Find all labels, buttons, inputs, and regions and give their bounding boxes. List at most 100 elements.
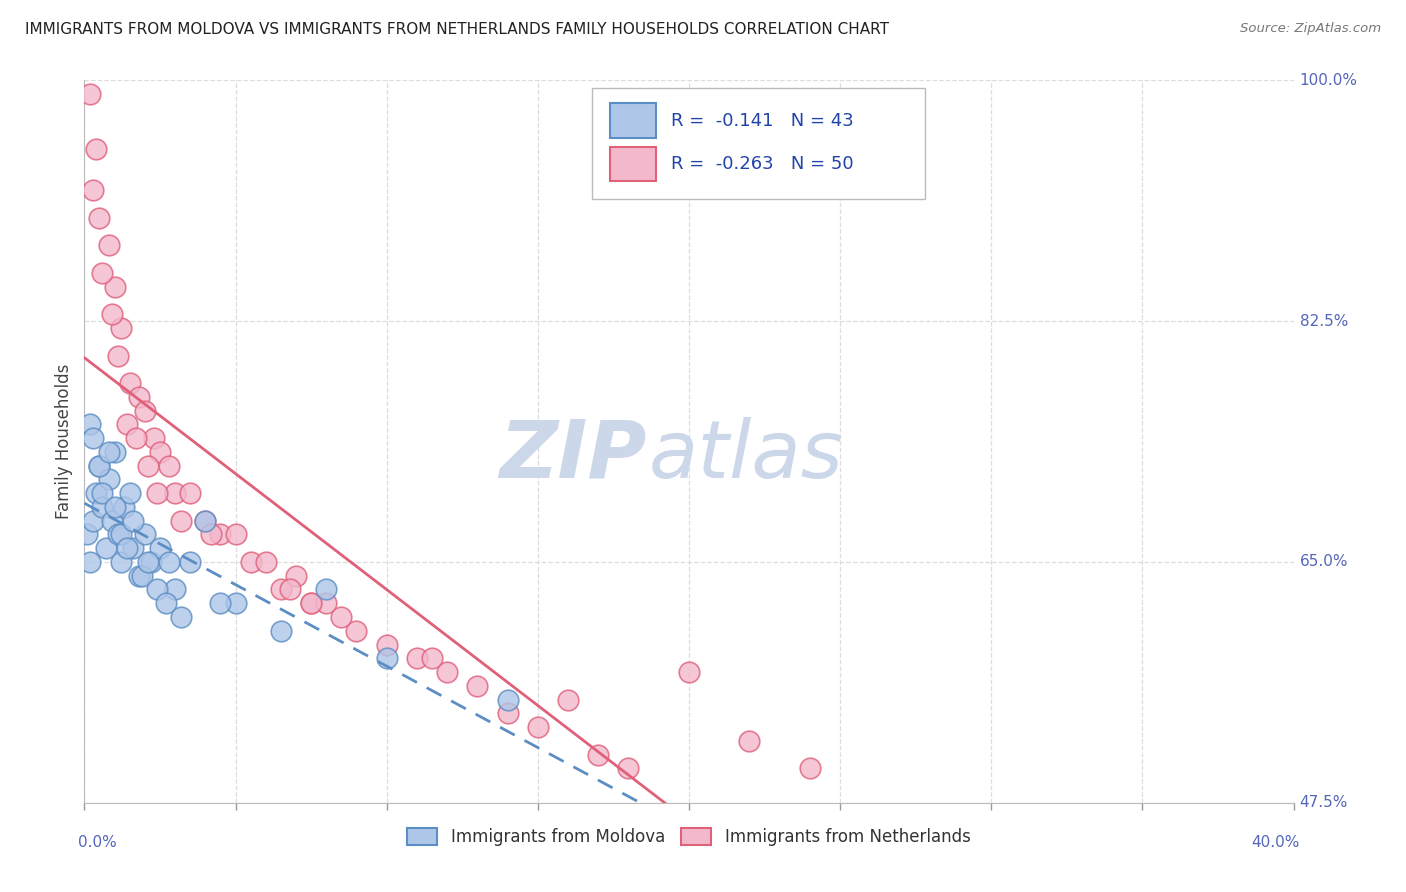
- Point: [330, 610, 353, 624]
- Point: [799, 761, 821, 775]
- Point: [97, 472, 120, 486]
- Point: [79, 555, 101, 569]
- Point: [86, 486, 108, 500]
- Point: [91, 266, 114, 280]
- Point: [86, 142, 108, 156]
- Point: [121, 514, 143, 528]
- Point: [142, 431, 165, 445]
- Point: [165, 582, 187, 597]
- Point: [155, 596, 177, 610]
- Point: [89, 211, 111, 225]
- Point: [179, 555, 201, 569]
- Point: [134, 527, 156, 541]
- Point: [136, 555, 159, 569]
- Legend: Immigrants from Moldova, Immigrants from Netherlands: Immigrants from Moldova, Immigrants from…: [408, 829, 970, 847]
- Point: [104, 445, 127, 459]
- Point: [420, 651, 443, 665]
- Point: [149, 541, 172, 556]
- Point: [136, 458, 159, 473]
- Point: [278, 582, 301, 597]
- Point: [121, 541, 143, 556]
- Point: [617, 761, 640, 775]
- Point: [115, 541, 138, 556]
- Text: 40.0%: 40.0%: [1251, 835, 1299, 850]
- Point: [128, 390, 150, 404]
- Text: 0.0%: 0.0%: [79, 835, 117, 850]
- Point: [527, 720, 550, 734]
- Point: [209, 527, 232, 541]
- Point: [209, 596, 232, 610]
- Y-axis label: Family Households: Family Households: [55, 364, 73, 519]
- Point: [131, 568, 153, 582]
- Text: IMMIGRANTS FROM MOLDOVA VS IMMIGRANTS FROM NETHERLANDS FAMILY HOUSEHOLDS CORRELA: IMMIGRANTS FROM MOLDOVA VS IMMIGRANTS FR…: [25, 22, 890, 37]
- Point: [125, 431, 148, 445]
- Point: [97, 238, 120, 252]
- Point: [496, 706, 519, 721]
- Point: [254, 555, 277, 569]
- Point: [91, 486, 114, 500]
- Point: [107, 349, 129, 363]
- FancyBboxPatch shape: [610, 147, 657, 181]
- Point: [76, 527, 98, 541]
- Text: R =  -0.263   N = 50: R = -0.263 N = 50: [671, 155, 853, 173]
- Point: [239, 555, 262, 569]
- Point: [118, 376, 141, 390]
- Point: [97, 445, 120, 459]
- Point: [225, 596, 247, 610]
- Point: [118, 486, 141, 500]
- Point: [436, 665, 458, 679]
- Point: [79, 417, 101, 432]
- Point: [157, 555, 180, 569]
- Point: [285, 568, 308, 582]
- Point: [346, 624, 368, 638]
- Point: [128, 568, 150, 582]
- Point: [406, 651, 429, 665]
- Point: [375, 651, 398, 665]
- Point: [315, 582, 337, 597]
- Point: [467, 679, 489, 693]
- Point: [110, 555, 132, 569]
- Point: [146, 486, 169, 500]
- Point: [112, 500, 135, 514]
- Point: [678, 665, 700, 679]
- Point: [270, 624, 292, 638]
- Point: [104, 279, 127, 293]
- Point: [165, 486, 187, 500]
- FancyBboxPatch shape: [610, 103, 657, 138]
- Point: [299, 596, 322, 610]
- Point: [149, 445, 172, 459]
- Point: [100, 307, 122, 321]
- Point: [588, 747, 610, 762]
- Point: [194, 514, 217, 528]
- Point: [157, 458, 180, 473]
- Text: 82.5%: 82.5%: [1299, 314, 1348, 328]
- Point: [79, 87, 101, 101]
- Point: [94, 541, 117, 556]
- Point: [738, 734, 761, 748]
- Point: [225, 527, 247, 541]
- Point: [179, 486, 201, 500]
- Point: [200, 527, 222, 541]
- Text: 47.5%: 47.5%: [1299, 796, 1348, 810]
- Point: [146, 582, 169, 597]
- Text: 65.0%: 65.0%: [1299, 555, 1348, 569]
- Point: [82, 183, 104, 197]
- Point: [170, 514, 193, 528]
- Point: [110, 527, 132, 541]
- Point: [134, 403, 156, 417]
- Point: [82, 431, 104, 445]
- Text: 100.0%: 100.0%: [1299, 73, 1358, 87]
- Point: [100, 514, 122, 528]
- Point: [139, 555, 162, 569]
- Text: atlas: atlas: [650, 417, 844, 495]
- Point: [194, 514, 217, 528]
- Point: [496, 692, 519, 706]
- Point: [170, 610, 193, 624]
- Point: [89, 458, 111, 473]
- Point: [107, 527, 129, 541]
- Point: [115, 417, 138, 432]
- Point: [557, 692, 579, 706]
- Text: R =  -0.141   N = 43: R = -0.141 N = 43: [671, 112, 853, 129]
- Point: [110, 321, 132, 335]
- Point: [299, 596, 322, 610]
